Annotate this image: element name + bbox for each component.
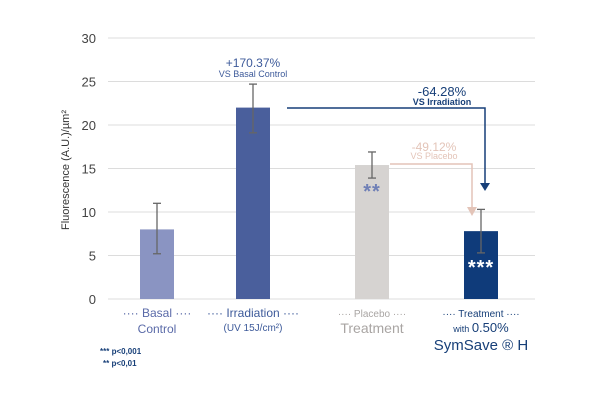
- x-tick-label: ···· Treatment ····: [442, 309, 519, 320]
- x-tick-label: with 0.50%: [452, 320, 509, 335]
- annotation-vs: VS Basal Control: [219, 69, 288, 79]
- x-tick-label: ···· Basal ····: [123, 306, 192, 320]
- annotation-vs: VS Placebo: [410, 151, 457, 161]
- annotation-pct: -64.28%: [418, 84, 467, 99]
- y-tick-label: 5: [89, 249, 96, 264]
- arrow-line: [390, 163, 473, 207]
- significance-marker: **: [363, 181, 381, 203]
- legend-entry: *** p<0,001: [100, 347, 142, 356]
- x-tick-label: ···· Placebo ····: [338, 309, 406, 320]
- annotation-pct: +170.37%: [226, 56, 281, 70]
- arrow-line: [287, 107, 486, 183]
- x-axis-labels: ···· Basal ···· Control ···· Irradiation ·…: [100, 306, 528, 368]
- annotation-pct: -49.12%: [412, 140, 457, 154]
- x-tick-label: SymSave ® H: [434, 337, 528, 354]
- x-tick-label: (UV 15J/cm²): [224, 323, 283, 334]
- y-tick-label: 20: [82, 118, 96, 133]
- y-tick-label: 15: [82, 162, 96, 177]
- annotation-vs: VS Irradiation: [413, 97, 472, 107]
- significance-marker: ***: [468, 257, 494, 279]
- x-tick-label: Treatment: [340, 320, 403, 336]
- bar: [355, 165, 389, 299]
- legend-entry: ** p<0,01: [103, 359, 137, 368]
- y-tick-label: 10: [82, 205, 96, 220]
- y-tick-label: 25: [82, 75, 96, 90]
- arrow-head: [467, 207, 477, 216]
- x-tick-label: Control: [138, 322, 177, 336]
- x-tick-label: ···· Irradiation ····: [207, 306, 299, 320]
- bar: [236, 107, 270, 299]
- arrow-head: [480, 183, 490, 191]
- y-axis-label: Fluorescence (A.U.)/µm²: [60, 110, 72, 230]
- y-tick-label: 30: [82, 31, 96, 46]
- y-tick-label: 0: [89, 292, 96, 307]
